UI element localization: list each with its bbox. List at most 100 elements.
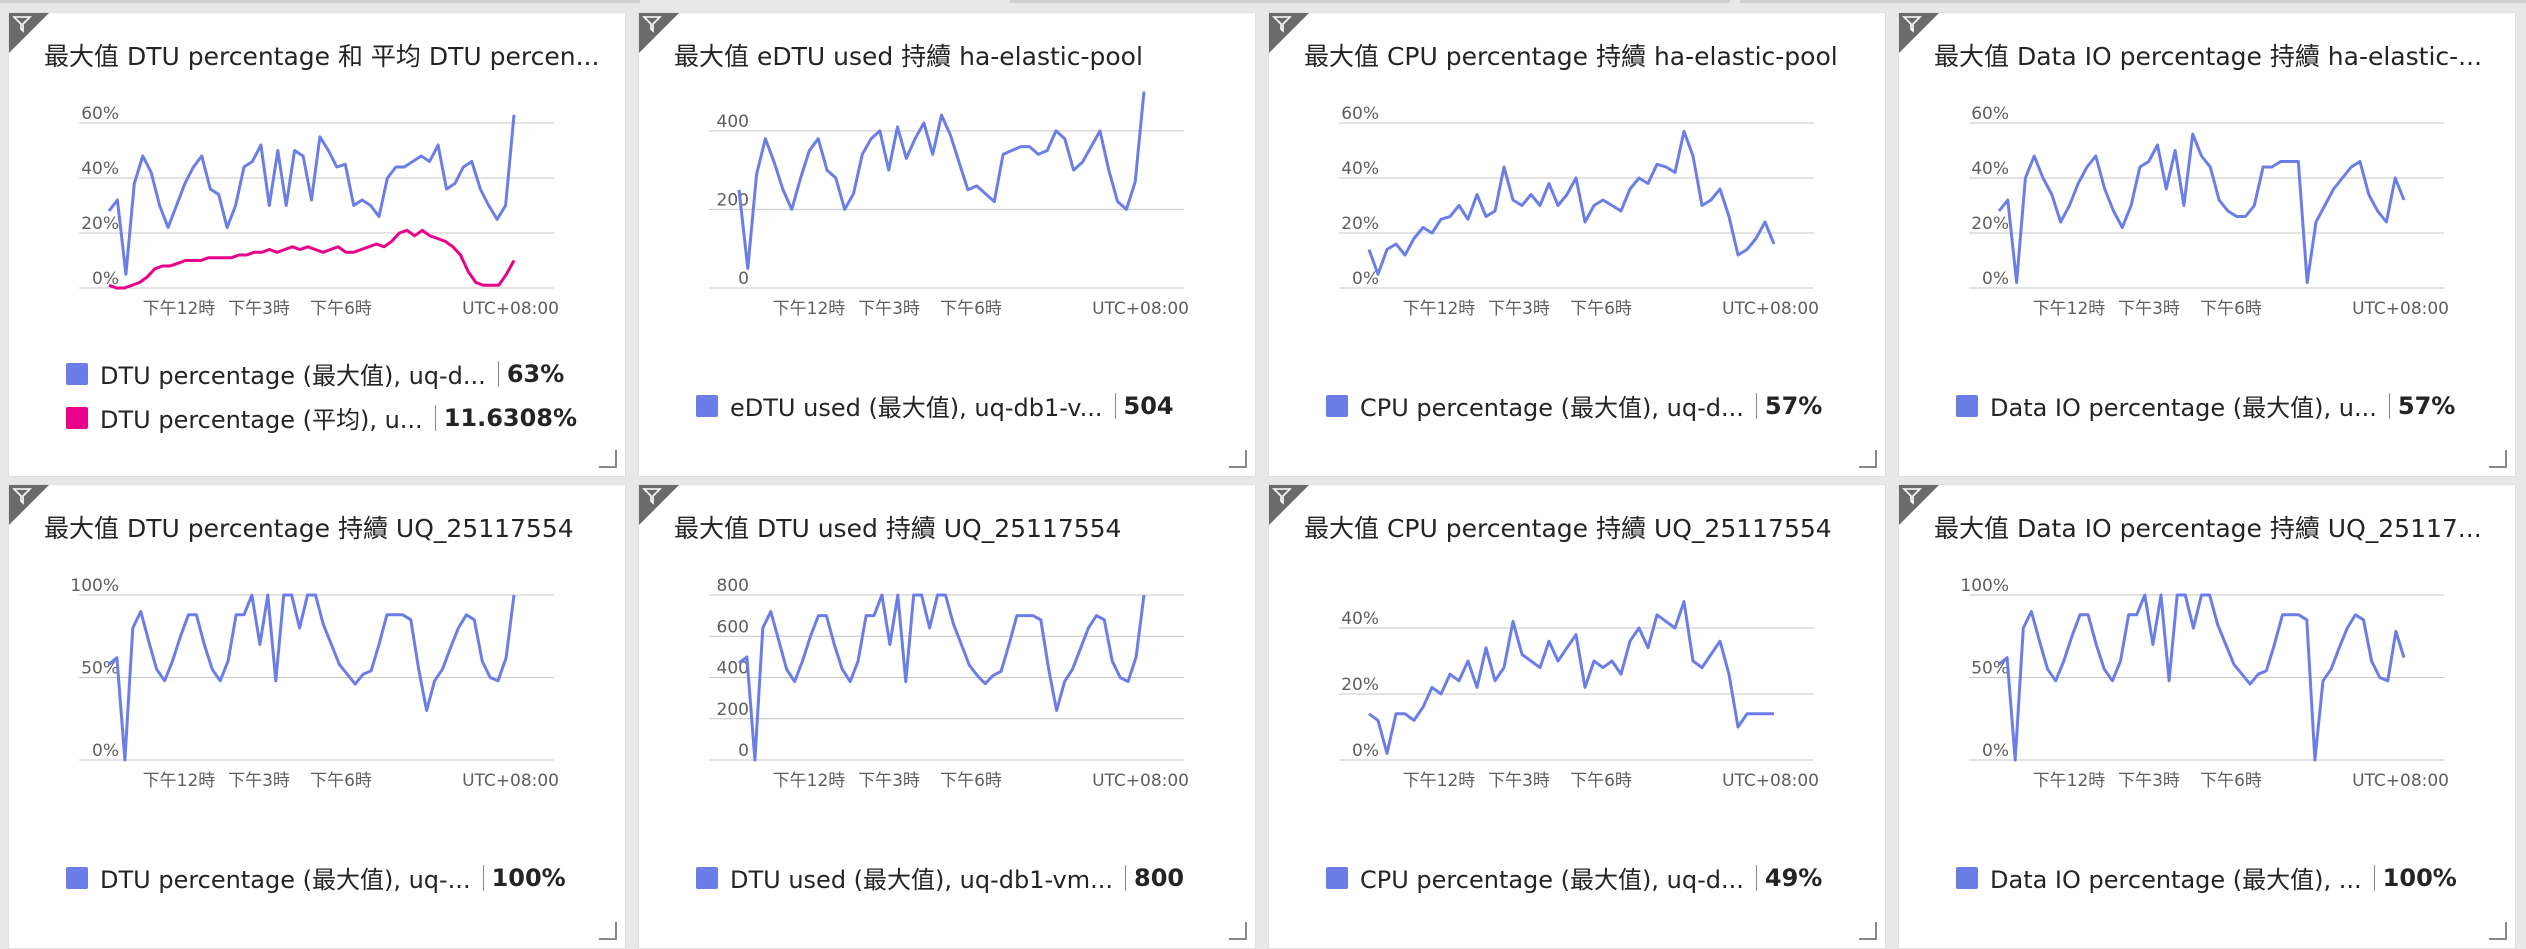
filter-icon[interactable] xyxy=(12,487,32,505)
line-chart[interactable]: 0% 20% 40% 下午12時 下午3時 下午6時 UTC+08:00 xyxy=(1269,555,1886,815)
x-tick-label: 下午12時 xyxy=(773,299,846,319)
series-line[interactable] xyxy=(1998,593,2406,762)
series-line[interactable] xyxy=(1367,129,1776,276)
filter-icon[interactable] xyxy=(1272,487,1292,505)
chart-tile[interactable]: 最大值 eDTU used 持續 ha-elastic-pool 0 200 400 下… xyxy=(638,12,1256,477)
filter-icon[interactable] xyxy=(642,487,662,505)
series-line[interactable] xyxy=(107,114,516,276)
tile-title[interactable]: 最大值 CPU percentage 持續 UQ_25117554 xyxy=(1304,514,1832,543)
tile-title[interactable]: 最大值 DTU percentage 和 平均 DTU percen... xyxy=(44,42,600,71)
chart-tile[interactable]: 最大值 CPU percentage 持續 UQ_25117554 0% 20% 40… xyxy=(1268,484,1886,949)
y-tick-label: 0 xyxy=(738,269,749,289)
legend-item[interactable]: Data IO percentage (最大值), u... 57% xyxy=(1956,388,2455,423)
series-line[interactable] xyxy=(1368,600,1774,755)
filter-icon[interactable] xyxy=(1902,487,1922,505)
y-tick-label: 20% xyxy=(1341,214,1379,234)
line-chart[interactable]: 0% 20% 40% 60% 下午12時 下午3時 下午6時 UTC+08:00 xyxy=(1899,83,2516,343)
y-tick-label: 0% xyxy=(1352,269,1379,289)
tile-title[interactable]: 最大值 DTU used 持續 UQ_25117554 xyxy=(674,514,1122,543)
tile-title[interactable]: 最大值 eDTU used 持續 ha-elastic-pool xyxy=(674,42,1143,71)
legend-value: 63% xyxy=(506,359,565,388)
legend-item[interactable]: DTU percentage (最大值), uq-... 100% xyxy=(66,860,566,895)
resize-handle[interactable] xyxy=(2489,450,2507,468)
line-chart[interactable]: 0% 20% 40% 60% 下午12時 下午3時 下午6時 UTC+08:00 xyxy=(1269,83,1886,343)
y-tick-label: 200 xyxy=(717,700,749,720)
filter-icon[interactable] xyxy=(1902,15,1922,33)
legend-label: CPU percentage (最大值), uq-d... xyxy=(1360,394,1744,422)
legend-label: Data IO percentage (最大值), ... xyxy=(1990,866,2362,894)
timezone-label: UTC+08:00 xyxy=(1722,299,1819,319)
legend-swatch xyxy=(66,406,88,429)
series-line[interactable] xyxy=(737,91,1146,270)
legend-item[interactable]: DTU percentage (最大值), uq-d... 63% xyxy=(66,356,564,391)
series-line[interactable] xyxy=(108,593,516,762)
chart-tile[interactable]: 最大值 DTU used 持續 UQ_25117554 0 200 400 600 800… xyxy=(638,484,1256,949)
filter-icon[interactable] xyxy=(12,15,32,33)
line-chart[interactable]: 0 200 400 600 800 下午12時 下午3時 下午6時 UTC+08:00 xyxy=(639,555,1256,815)
legend-separator xyxy=(1125,864,1126,891)
chart-tile[interactable]: 最大值 Data IO percentage 持續 ha-elastic-...… xyxy=(1898,12,2516,477)
legend-separator xyxy=(2388,392,2390,419)
y-tick-label: 60% xyxy=(1341,104,1379,124)
legend-item[interactable]: eDTU used (最大值), uq-db1-v... 504 xyxy=(696,388,1174,423)
filter-icon[interactable] xyxy=(642,15,662,33)
filter-icon[interactable] xyxy=(1272,15,1292,33)
y-tick-label: 400 xyxy=(717,112,749,132)
x-tick-label: 下午12時 xyxy=(773,771,846,791)
line-chart[interactable]: 0%50%100%下午12時 下午3時 下午6時 UTC+08:00 xyxy=(9,555,626,815)
chart-tile[interactable]: 最大值 CPU percentage 持續 ha-elastic-pool 0% 2… xyxy=(1268,12,1886,477)
tile-title[interactable]: 最大值 Data IO percentage 持續 ha-elastic-... xyxy=(1934,42,2483,71)
legend-value: 57% xyxy=(2397,391,2456,420)
y-tick-label: 100% xyxy=(1960,576,2009,596)
legend-item[interactable]: CPU percentage (最大值), uq-d... 57% xyxy=(1326,388,1822,423)
series-line[interactable] xyxy=(108,228,516,290)
legend-label: eDTU used (最大值), uq-db1-v... xyxy=(730,394,1103,422)
legend-item[interactable]: CPU percentage (最大值), uq-d... 49% xyxy=(1326,860,1822,895)
line-chart[interactable]: 0 200 400 下午12時 下午3時 下午6時 UTC+08:00 xyxy=(639,83,1256,343)
legend-separator xyxy=(497,360,499,387)
chart-tile[interactable]: 最大值 DTU percentage 和 平均 DTU percen... 0% 2… xyxy=(8,12,626,477)
y-tick-label: 0% xyxy=(92,741,119,761)
y-tick-label: 40% xyxy=(1341,159,1379,179)
timezone-label: UTC+08:00 xyxy=(462,771,559,791)
line-chart[interactable]: 0%50%100%下午12時 下午3時 下午6時 UTC+08:00 xyxy=(1899,555,2516,815)
x-tick-label: 下午6時 xyxy=(1570,299,1632,319)
legend-swatch xyxy=(1956,866,1978,889)
tile-title[interactable]: 最大值 DTU percentage 持續 UQ_25117554 xyxy=(44,514,574,543)
x-tick-label: 下午12時 xyxy=(143,771,216,791)
resize-handle[interactable] xyxy=(599,922,617,940)
x-tick-label: 下午6時 xyxy=(2200,771,2262,791)
resize-handle[interactable] xyxy=(1229,450,1247,468)
legend-separator xyxy=(1755,864,1757,891)
y-tick-label: 40% xyxy=(1341,609,1379,629)
resize-handle[interactable] xyxy=(2489,922,2507,940)
line-chart[interactable]: 0% 20% 40% 60% 下午12時 下午3時 下午6時 UTC+08:00 xyxy=(9,83,626,343)
tile-title[interactable]: 最大值 Data IO percentage 持續 UQ_25117... xyxy=(1934,514,2482,543)
chart-tile[interactable]: 最大值 Data IO percentage 持續 UQ_25117... 0% 5… xyxy=(1898,484,2516,949)
tile-edge xyxy=(0,0,640,3)
x-tick-label: 下午3時 xyxy=(2118,299,2180,319)
x-tick-label: 下午3時 xyxy=(1488,299,1550,319)
series-line[interactable] xyxy=(738,593,1146,762)
y-tick-label: 200 xyxy=(717,190,749,210)
legend-item[interactable]: DTU used (最大值), uq-db1-vm... 800 xyxy=(696,860,1184,895)
y-tick-label: 40% xyxy=(81,159,119,179)
x-tick-label: 下午6時 xyxy=(1570,771,1632,791)
x-tick-label: 下午12時 xyxy=(143,299,216,319)
legend-swatch xyxy=(696,866,718,889)
legend-item[interactable]: Data IO percentage (最大值), ... 100% xyxy=(1956,860,2457,895)
legend-value: 11.6308% xyxy=(443,403,578,432)
timezone-label: UTC+08:00 xyxy=(1722,771,1819,791)
resize-handle[interactable] xyxy=(1859,922,1877,940)
series-line[interactable] xyxy=(1997,132,2406,284)
legend-item[interactable]: DTU percentage (平均), u... 11.6308% xyxy=(66,400,577,435)
resize-handle[interactable] xyxy=(1859,450,1877,468)
resize-handle[interactable] xyxy=(599,450,617,468)
resize-handle[interactable] xyxy=(1229,922,1247,940)
y-tick-label: 60% xyxy=(81,104,119,124)
y-tick-label: 20% xyxy=(1971,214,2009,234)
legend-separator xyxy=(1114,392,1116,419)
chart-tile[interactable]: 最大值 DTU percentage 持續 UQ_25117554 0% 50% 10… xyxy=(8,484,626,949)
legend-label: Data IO percentage (最大值), u... xyxy=(1990,394,2377,422)
tile-title[interactable]: 最大值 CPU percentage 持續 ha-elastic-pool xyxy=(1304,42,1838,71)
